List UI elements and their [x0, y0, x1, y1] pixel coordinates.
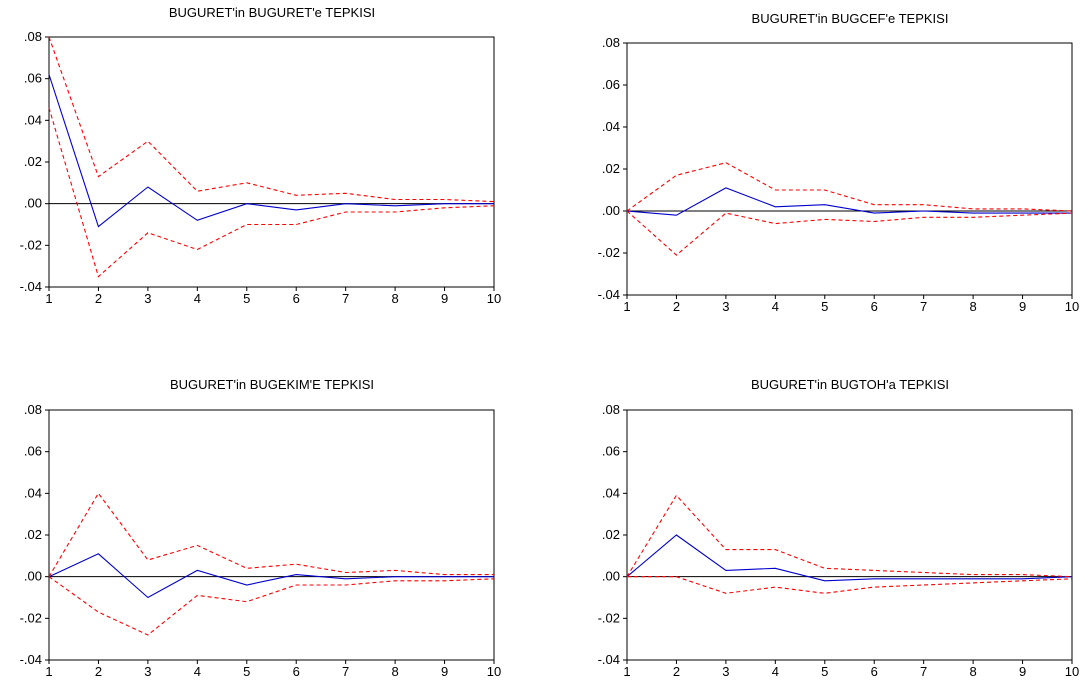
x-tick-label: 8 — [969, 664, 976, 679]
y-tick-label: .02 — [24, 154, 42, 169]
x-tick-label: 9 — [441, 291, 448, 306]
y-tick-label: -.04 — [20, 279, 42, 294]
y-tick-label: .02 — [24, 527, 42, 542]
y-tick-label: .00 — [24, 196, 42, 211]
x-tick-label: 8 — [391, 291, 398, 306]
y-tick-label: -.02 — [20, 237, 42, 252]
x-tick-label: 4 — [772, 664, 779, 679]
y-tick-label: .04 — [602, 119, 620, 134]
x-tick-label: 3 — [722, 664, 729, 679]
response-line — [626, 534, 1073, 582]
y-tick-label: -.04 — [598, 287, 620, 302]
x-tick-label: 9 — [1019, 299, 1026, 314]
upper-band-line — [626, 494, 1073, 578]
y-tick-label: .04 — [24, 485, 42, 500]
y-tick-label: .00 — [24, 569, 42, 584]
x-tick-label: 3 — [144, 291, 151, 306]
y-tick-label: -.02 — [598, 610, 620, 625]
x-tick-label: 6 — [293, 664, 300, 679]
chart-title: BUGURET'in BUGURET'e TEPKISI — [169, 5, 375, 20]
lower-band-line — [48, 576, 495, 636]
chart-title: BUGURET'in BUGCEF'e TEPKISI — [752, 11, 949, 26]
y-tick-label: .06 — [602, 444, 620, 459]
x-tick-label: 10 — [487, 664, 501, 679]
x-tick-label: 7 — [920, 299, 927, 314]
chart-title: BUGURET'in BUGEKIM'E TEPKISI — [170, 377, 374, 392]
x-tick-label: 5 — [821, 299, 828, 314]
y-tick-label: -.04 — [598, 652, 620, 667]
upper-band-line — [626, 162, 1073, 212]
x-tick-label: 8 — [391, 664, 398, 679]
chart-panel-3: BUGURET'in BUGEKIM'E TEPKISI .08 .06 .04 .0… — [20, 377, 502, 679]
x-tick-label: 2 — [673, 664, 680, 679]
y-tick-label: -.02 — [598, 245, 620, 260]
lower-band-line — [627, 576, 1073, 594]
y-tick-label: -.02 — [20, 610, 42, 625]
x-tick-label: 4 — [772, 299, 779, 314]
x-tick-label: 2 — [95, 664, 102, 679]
x-tick-label: 10 — [1065, 664, 1079, 679]
y-tick-label: .08 — [24, 402, 42, 417]
x-tick-label: 1 — [45, 291, 52, 306]
x-tick-label: 5 — [821, 664, 828, 679]
upper-band-line — [48, 492, 494, 577]
lower-band-line — [626, 210, 1073, 256]
x-tick-label: 6 — [871, 299, 878, 314]
y-tick-label: .08 — [602, 402, 620, 417]
x-tick-label: 1 — [623, 664, 630, 679]
x-tick-label: 9 — [1019, 664, 1026, 679]
x-tick-label: 7 — [342, 291, 349, 306]
chart-panel-1: BUGURET'in BUGURET'e TEPKISI .08 .06 .04 .0… — [20, 5, 502, 306]
chart-title: BUGURET'in BUGTOH'a TEPKISI — [751, 377, 949, 392]
x-tick-label: 1 — [45, 664, 52, 679]
x-tick-label: 3 — [722, 299, 729, 314]
response-line — [48, 74, 494, 228]
y-tick-label: .06 — [602, 77, 620, 92]
response-line — [48, 553, 494, 599]
y-tick-label: .08 — [24, 29, 42, 44]
x-tick-label: 7 — [342, 664, 349, 679]
y-tick-label: .00 — [602, 203, 620, 218]
y-tick-label: .06 — [24, 71, 42, 86]
plot-frame — [48, 36, 495, 288]
x-tick-label: 6 — [293, 291, 300, 306]
y-tick-label: .00 — [602, 569, 620, 584]
x-tick-label: 8 — [969, 299, 976, 314]
x-tick-label: 5 — [243, 291, 250, 306]
x-tick-label: 2 — [95, 291, 102, 306]
x-tick-label: 4 — [194, 291, 201, 306]
y-tick-label: .06 — [24, 444, 42, 459]
plot-frame — [626, 42, 1073, 296]
y-tick-label: -.04 — [20, 652, 42, 667]
x-tick-label: 6 — [871, 664, 878, 679]
plot-frame — [626, 409, 1073, 661]
plot-frame — [48, 409, 495, 661]
y-tick-label: .04 — [24, 112, 42, 127]
x-tick-label: 1 — [623, 299, 630, 314]
y-tick-label: .08 — [602, 35, 620, 50]
x-tick-label: 10 — [1065, 299, 1079, 314]
x-tick-label: 7 — [920, 664, 927, 679]
y-tick-label: .02 — [602, 527, 620, 542]
x-tick-label: 3 — [144, 664, 151, 679]
y-tick-label: .04 — [602, 485, 620, 500]
x-tick-label: 4 — [194, 664, 201, 679]
x-tick-label: 10 — [487, 291, 501, 306]
x-tick-label: 2 — [673, 299, 680, 314]
chart-panel-4: BUGURET'in BUGTOH'a TEPKISI .08 .06 .04 .02… — [598, 377, 1080, 679]
y-tick-label: .02 — [602, 161, 620, 176]
upper-band-line — [48, 36, 495, 203]
x-tick-label: 9 — [441, 664, 448, 679]
x-tick-label: 5 — [243, 664, 250, 679]
lower-band-line — [48, 107, 495, 278]
response-line — [626, 187, 1072, 216]
chart-panel-2: BUGURET'in BUGCEF'e TEPKISI .08 .06 .04 .02… — [598, 11, 1080, 314]
